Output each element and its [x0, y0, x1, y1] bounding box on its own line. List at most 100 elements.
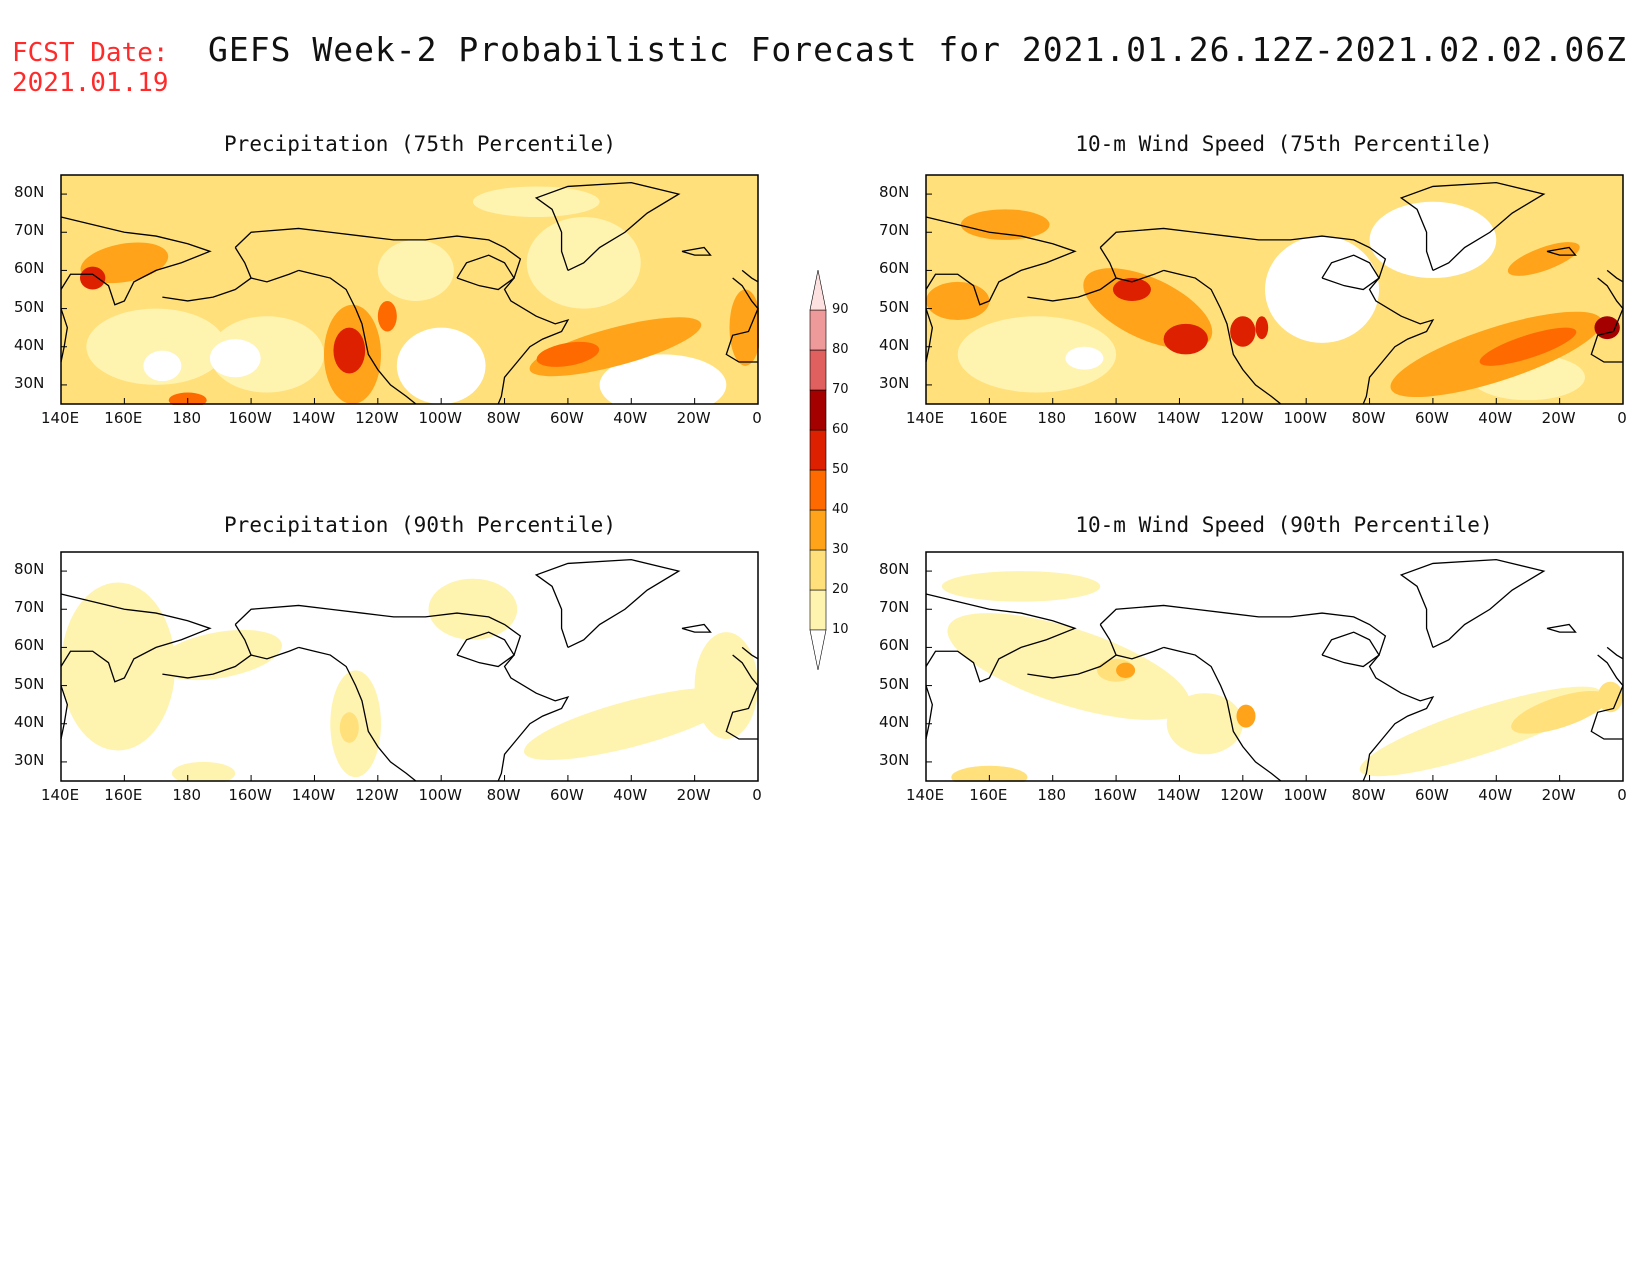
coastline	[162, 654, 252, 679]
lon-label: 180	[172, 409, 202, 427]
coastline	[1399, 181, 1546, 272]
coastline	[60, 685, 69, 740]
lon-label: 160W	[228, 786, 272, 804]
coastline	[1546, 246, 1577, 256]
lon-label: 140W	[291, 409, 336, 427]
map-svg	[60, 551, 759, 782]
high-prob-area	[729, 289, 759, 366]
lon-label: 20W	[1541, 409, 1576, 427]
lon-label: 80W	[486, 409, 521, 427]
lon-label: 140E	[905, 786, 945, 804]
lat-label: 80N	[14, 183, 45, 202]
low-prob-area	[524, 687, 739, 760]
lon-label: 100W	[418, 409, 462, 427]
legend-level-label: 80	[832, 342, 849, 357]
coastline	[1163, 269, 1282, 405]
coastline	[298, 269, 417, 405]
lon-label: 140E	[905, 409, 945, 427]
coastlines	[925, 181, 1624, 405]
lon-label: 0	[1617, 786, 1627, 804]
legend-swatch	[809, 549, 827, 591]
probability-field	[926, 175, 1623, 404]
lat-label: 80N	[14, 560, 45, 579]
legend-top-arrow	[809, 269, 827, 311]
legend-bar	[809, 269, 827, 671]
mid-prob-area	[339, 712, 359, 743]
low-prob-area	[86, 308, 226, 385]
color-legend: 10 20 30 40 50 60 70 80 90	[808, 269, 849, 674]
lon-label: 100W	[418, 786, 462, 804]
lat-label: 70N	[879, 598, 910, 617]
probability-field	[926, 552, 1623, 782]
coastline	[60, 216, 212, 306]
lat-label: 40N	[879, 712, 910, 731]
legend-level-label: 50	[832, 462, 849, 477]
coastline	[234, 604, 570, 782]
forecast-date-value: 2021.01.19	[12, 68, 169, 98]
peak-area	[1479, 327, 1577, 366]
peak-area	[333, 327, 366, 374]
lon-label: 160W	[1093, 786, 1137, 804]
coastline	[1321, 254, 1380, 291]
lat-label: 50N	[14, 674, 45, 693]
lat-label: 80N	[879, 183, 910, 202]
coastline	[925, 308, 934, 363]
lat-label: 30N	[14, 750, 45, 769]
coastline	[234, 247, 299, 283]
coastline	[1163, 646, 1282, 782]
peak-area	[377, 300, 397, 332]
lon-label: 40W	[1478, 409, 1513, 427]
coastline	[1099, 604, 1435, 782]
no-signal-area	[1264, 236, 1380, 343]
lat-label: 80N	[879, 560, 910, 579]
coastline	[1027, 277, 1117, 302]
lon-label: 120W	[355, 786, 399, 804]
lon-label: 160E	[969, 409, 1008, 427]
legend-level-label: 90	[832, 302, 849, 317]
coastline	[534, 181, 681, 272]
legend-level-label: 10	[832, 622, 849, 637]
legend-swatch	[809, 349, 827, 391]
coastline	[681, 623, 712, 633]
forecast-date: FCST Date: 2021.01.19	[12, 38, 169, 98]
panel-title: Precipitation (75th Percentile)	[224, 132, 616, 156]
legend-swatch	[809, 389, 827, 431]
legend-swatch	[809, 429, 827, 471]
lon-label: 180	[1037, 409, 1067, 427]
coastline	[234, 624, 299, 660]
page-title: GEFS Week-2 Probabilistic Forecast for 2…	[208, 30, 1628, 69]
legend-level-label: 60	[832, 422, 849, 437]
coastline	[162, 277, 252, 302]
map-svg	[925, 551, 1624, 782]
peak-area	[80, 266, 106, 290]
no-signal-area	[599, 354, 727, 405]
coastline	[1590, 277, 1624, 363]
coastline	[1606, 269, 1624, 283]
lon-label: 120W	[355, 409, 399, 427]
map-panel-precip90	[60, 551, 759, 782]
high-prob-area	[1116, 662, 1136, 678]
lat-label: 50N	[879, 297, 910, 316]
lon-label: 80W	[1351, 786, 1386, 804]
lon-label: 40W	[613, 409, 648, 427]
coastline	[456, 631, 515, 668]
low-prob-area	[61, 582, 176, 751]
lon-label: 60W	[1414, 409, 1449, 427]
map-frame	[60, 551, 759, 782]
coastline	[1606, 646, 1624, 660]
lon-label: 20W	[1541, 786, 1576, 804]
lon-label: 0	[1617, 409, 1627, 427]
lat-label: 40N	[14, 335, 45, 354]
panel-title: Precipitation (90th Percentile)	[224, 513, 616, 537]
coastline	[1099, 247, 1164, 283]
lat-label: 70N	[14, 598, 45, 617]
lon-label: 60W	[549, 409, 584, 427]
forecast-date-label: FCST Date:	[12, 38, 169, 68]
lon-label: 140W	[291, 786, 336, 804]
legend-swatch	[809, 509, 827, 551]
lon-label: 180	[1037, 786, 1067, 804]
lon-label: 120W	[1220, 786, 1264, 804]
legend-level-label: 20	[832, 582, 849, 597]
coastline	[725, 654, 759, 740]
coastline	[534, 558, 681, 649]
